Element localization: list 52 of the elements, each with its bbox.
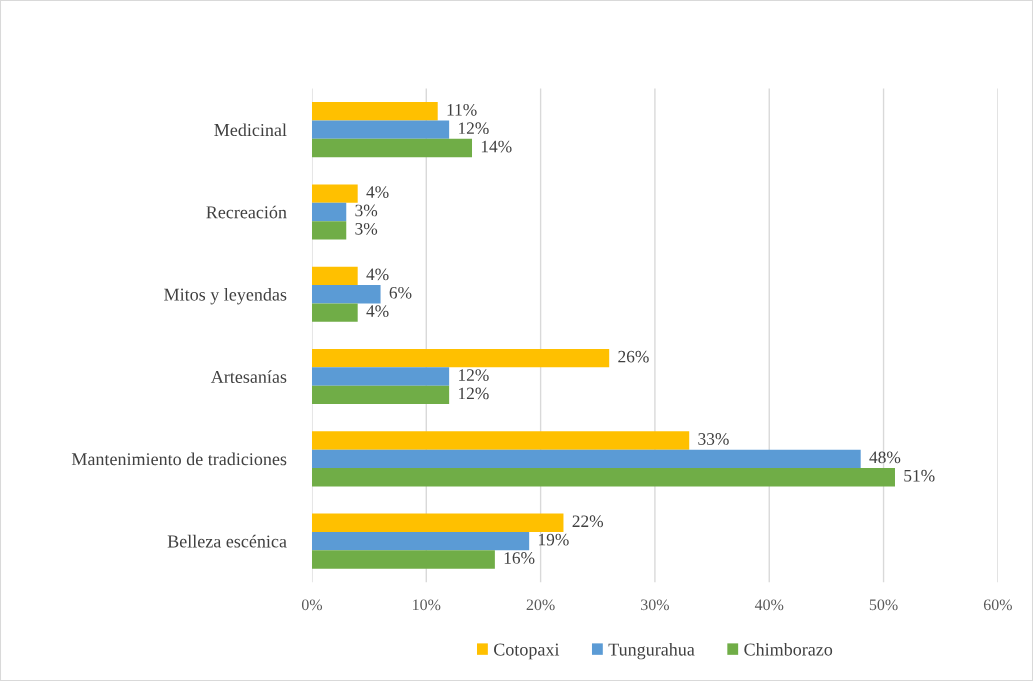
bar <box>311 221 347 240</box>
bar <box>311 184 358 203</box>
data-label: 11% <box>447 103 477 116</box>
data-label: 12% <box>459 369 489 381</box>
x-tick-label: 20% <box>526 599 555 611</box>
legend-label: Cotopaxi <box>494 643 560 660</box>
x-tick-label: 10% <box>413 599 441 611</box>
bar <box>311 367 450 386</box>
data-label: 26% <box>618 350 649 363</box>
y-tick-label: Medicinal <box>214 123 287 137</box>
bar <box>311 102 438 121</box>
data-label: 33% <box>698 433 729 445</box>
data-label: 3% <box>355 204 378 217</box>
data-label: 12% <box>459 122 489 135</box>
data-label: 51% <box>904 469 935 482</box>
data-label: 22% <box>572 515 604 528</box>
bar <box>311 120 450 139</box>
x-tick-label: 40% <box>754 599 784 611</box>
bar <box>311 202 347 222</box>
bar <box>311 531 530 551</box>
y-tick-label: Mantenimiento de tradiciones <box>71 452 287 466</box>
y-tick-label: Recreación <box>206 205 287 219</box>
bar <box>311 449 861 469</box>
y-tick-label: Artesanías <box>210 370 287 383</box>
bar <box>311 138 473 158</box>
x-tick-label: 60% <box>983 599 1012 611</box>
bar <box>311 285 381 304</box>
data-label: 6% <box>389 286 412 299</box>
bar <box>311 303 358 322</box>
data-label: 4% <box>366 186 389 198</box>
data-label: 19% <box>539 533 569 546</box>
data-label: 4% <box>366 268 389 281</box>
bar <box>311 266 358 286</box>
bar <box>311 385 450 405</box>
bar <box>311 431 690 450</box>
y-tick-label: Belleza escénica <box>167 534 287 548</box>
data-label: 3% <box>355 222 378 235</box>
bar <box>311 550 495 569</box>
bar <box>311 468 895 487</box>
bar <box>311 348 610 368</box>
legend-label: Tungurahua <box>608 642 695 660</box>
bar <box>311 513 564 532</box>
data-label: 12% <box>459 387 489 400</box>
data-label: 4% <box>366 305 389 318</box>
x-tick-label: 0% <box>301 599 323 611</box>
legend-label: Chimborazo <box>744 642 833 656</box>
data-label: 16% <box>504 552 535 564</box>
x-tick-label: 30% <box>641 599 670 611</box>
y-tick-label: Mitos y leyendas <box>164 287 287 305</box>
x-tick-label: 50% <box>869 599 898 611</box>
data-label: 14% <box>481 140 512 153</box>
data-label: 48% <box>869 451 901 464</box>
